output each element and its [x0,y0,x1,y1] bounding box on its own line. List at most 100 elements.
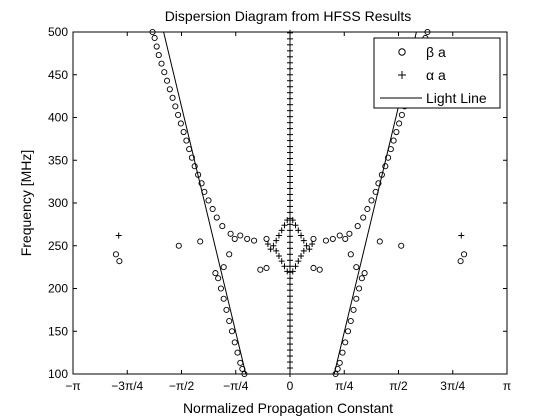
beta-point [151,34,158,42]
beta-point [342,235,349,242]
beta-point [336,359,343,366]
x-tick-label: 0 [287,379,294,393]
alpha-point [287,101,293,108]
alpha-point [295,258,302,265]
beta-point [175,111,182,118]
beta-point [336,232,343,239]
alpha-point [275,232,282,239]
alpha-point [287,83,293,90]
alpha-point [287,131,293,138]
alpha-point [273,237,280,244]
alpha-point [284,217,291,224]
alpha-point [287,305,293,312]
beta-point [316,266,323,273]
alpha-point [287,41,293,48]
alpha-point [287,161,293,168]
beta-point [161,69,168,76]
beta-point [339,349,346,356]
alpha-point [287,65,293,72]
legend-label-beta: β a [426,44,446,60]
beta-point [239,365,246,372]
alpha-point [287,263,293,270]
x-tick-label: −π/2 [169,379,195,393]
x-tick-label: π [503,379,511,393]
beta-point [310,235,317,242]
alpha-point [264,241,271,248]
beta-point [237,232,244,239]
beta-point [175,242,182,249]
beta-point [217,285,224,292]
alpha-point [287,197,293,204]
alpha-point [284,268,291,275]
alpha-point [287,287,293,294]
beta-point [347,317,354,325]
beta-point [358,275,365,282]
beta-point [398,242,405,249]
beta-point [368,197,375,204]
alpha-point [273,247,280,254]
beta-point [350,306,357,313]
alpha-point [278,227,285,234]
beta-point [231,235,238,242]
beta-point [356,285,363,292]
beta-point [226,251,233,258]
beta-point [332,370,339,378]
legend-label-alpha: α a [426,67,446,83]
alpha-point [287,275,293,282]
alpha-point [287,167,293,174]
legend: β a α a Light Line [373,37,501,109]
beta-point [364,205,371,213]
alpha-point [287,143,293,150]
y-tick-label: 400 [48,111,68,125]
alpha-point [287,191,293,198]
alpha-point [300,237,307,244]
y-tick-label: 100 [48,367,68,381]
legend-circle-marker [398,48,406,56]
x-tick-label: π/2 [389,379,408,393]
alpha-point [287,341,293,348]
alpha-point [298,253,305,260]
beta-point [223,306,230,313]
alpha-point [287,293,293,300]
beta-point [344,328,352,335]
beta-point [172,103,179,110]
alpha-point [287,95,293,102]
beta-point [396,120,403,127]
alpha-point [287,239,293,246]
y-tick-label: 350 [48,153,68,167]
alpha-point [287,257,293,264]
x-axis-ticks: −π −3π/4 −π/2 −π/4 0 π/4 π/2 3π/4 π [65,32,511,393]
alpha-point [458,232,465,239]
beta-point [158,60,165,67]
beta-point [220,295,227,302]
alpha-point [287,125,293,132]
alpha-point [287,77,293,84]
alpha-point [287,245,293,252]
alpha-point [287,89,293,96]
beta-point [461,251,468,258]
beta-point [263,264,270,272]
beta-point [227,230,234,237]
beta-point [354,223,361,230]
alpha-point [287,179,293,186]
alpha-point [295,227,302,234]
alpha-point [287,149,293,156]
legend-label-light-line: Light Line [426,90,487,106]
alpha-point [275,253,282,260]
alpha-point [287,119,293,126]
alpha-point [292,263,299,270]
alpha-point [287,227,293,234]
alpha-point [287,209,293,216]
alpha-point [287,269,293,276]
beta-point [385,154,392,161]
beta-point [390,137,397,144]
alpha-point [278,258,285,265]
alpha-point [287,233,293,240]
alpha-point [300,247,307,254]
beta-point [188,154,195,161]
alpha-point [287,173,293,180]
beta-point [342,339,349,346]
beta-point [382,163,389,170]
beta-point [251,237,258,244]
beta-point [393,128,400,136]
